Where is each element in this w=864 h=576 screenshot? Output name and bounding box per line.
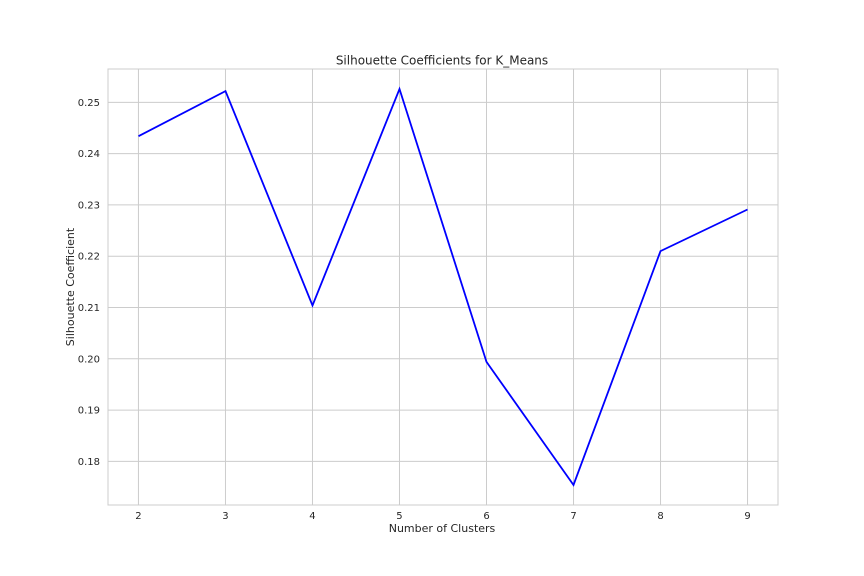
series-line xyxy=(138,86,748,487)
y-tick-label: 0.18 xyxy=(78,457,100,468)
y-tick-label: 0.23 xyxy=(78,200,100,211)
y-tick-label: 0.24 xyxy=(78,149,100,160)
x-tick-label: 7 xyxy=(570,511,576,522)
y-tick-label: 0.21 xyxy=(78,303,100,314)
plot-frame xyxy=(107,68,779,506)
x-axis-label: Number of Clusters xyxy=(389,522,496,535)
y-tick-label: 0.22 xyxy=(78,252,100,263)
x-tick-label: 8 xyxy=(657,511,663,522)
y-tick-label: 0.25 xyxy=(78,98,100,109)
x-tick-label: 3 xyxy=(222,511,228,522)
y-tick-label: 0.19 xyxy=(78,406,100,417)
chart-title: Silhouette Coefficients for K_Means xyxy=(336,54,548,68)
y-axis-label: Silhouette Coefficient xyxy=(64,227,77,346)
grid-lines xyxy=(108,69,778,505)
x-tick-label: 2 xyxy=(135,511,141,522)
x-tick-label: 6 xyxy=(483,511,489,522)
x-tick-label: 4 xyxy=(309,511,315,522)
y-tick-label: 0.20 xyxy=(78,354,100,365)
y-tick-labels: 0.18 0.19 0.20 0.21 0.22 0.23 0.24 0.25 xyxy=(78,98,100,468)
x-tick-label: 5 xyxy=(396,511,402,522)
x-tick-label: 9 xyxy=(744,511,750,522)
x-tick-labels: 2 3 4 5 6 7 8 9 xyxy=(135,511,750,522)
